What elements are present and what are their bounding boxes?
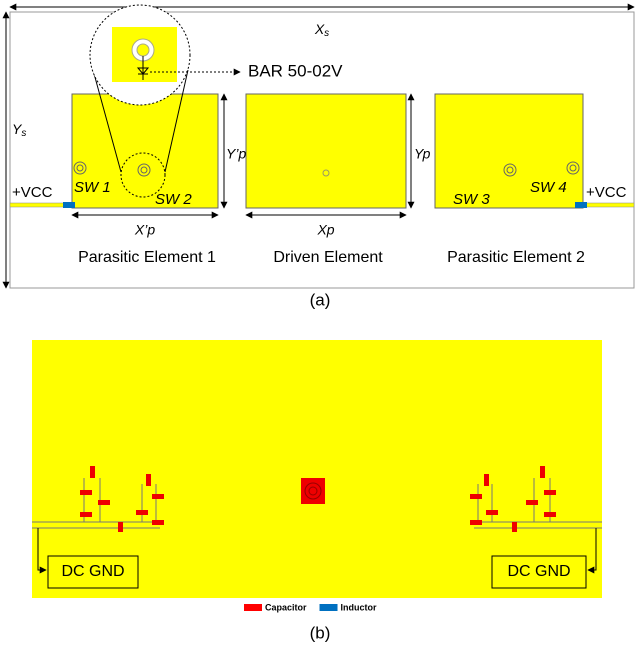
bias-lines — [32, 478, 602, 529]
gnd-arrow — [587, 528, 597, 574]
legend-swatch — [244, 604, 262, 611]
switch-icons — [73, 161, 580, 177]
gnd-label: DC GND — [61, 563, 124, 580]
element-label: Parasitic Element 2 — [447, 249, 585, 266]
dim-label: Xp — [316, 222, 334, 238]
feed-line — [582, 202, 635, 208]
ground-plane — [32, 340, 602, 598]
capacitors — [80, 466, 556, 532]
caption: (a) — [310, 290, 331, 309]
zoom-line — [92, 69, 122, 173]
gnd-box — [491, 555, 587, 589]
switch-label: SW 3 — [453, 191, 490, 208]
feed-ring — [304, 482, 322, 500]
vcc-label: +VCC — [586, 184, 627, 201]
diode — [136, 56, 150, 80]
switch-label: SW 4 — [530, 179, 567, 196]
panel-b: DC GND DC GND Capacitor Inductor (b) — [32, 340, 602, 642]
vcc-label: +VCC — [12, 184, 53, 201]
inductor — [63, 202, 75, 208]
gnd-label: DC GND — [507, 563, 570, 580]
gnd-box — [47, 555, 139, 589]
caption: (b) — [310, 623, 331, 642]
gnd-arrow — [37, 528, 47, 574]
element-label: Parasitic Element 1 — [78, 249, 216, 266]
xs-label: Xs — [314, 21, 329, 39]
feed-point — [322, 169, 330, 177]
via — [136, 43, 150, 57]
ys-label: Ys — [12, 121, 26, 139]
panel-a: Xs Ys BAR 50-02V Y’p Yp X’p Xp +VCC +VCC… — [2, 3, 635, 309]
switch-label: SW 2 — [155, 191, 192, 208]
driven-patch — [245, 93, 407, 209]
switch-label: SW 1 — [74, 179, 111, 196]
feed-ring — [308, 486, 318, 496]
legend: Capacitor Inductor — [244, 602, 377, 612]
legend-label: Capacitor — [265, 602, 307, 612]
parasitic-patch — [434, 93, 584, 209]
legend-label: Inductor — [341, 602, 377, 612]
dim-label: X’p — [134, 222, 155, 238]
inductor — [575, 202, 587, 208]
element-label: Driven Element — [273, 249, 383, 266]
dim-label: Y’p — [226, 146, 246, 162]
outline — [9, 11, 635, 289]
parasitic-patch — [71, 93, 219, 209]
zoom-line — [164, 69, 189, 173]
zoom-circle — [120, 152, 166, 198]
diode-label: BAR 50-02V — [248, 61, 343, 80]
legend-swatch — [319, 604, 338, 611]
dim-label: Yp — [414, 146, 431, 162]
feed-line — [9, 202, 73, 208]
